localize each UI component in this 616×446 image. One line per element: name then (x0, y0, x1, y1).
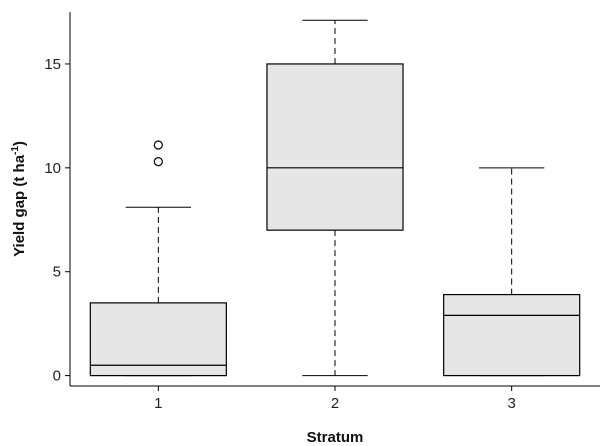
box (266, 63, 404, 231)
box (89, 302, 227, 377)
y-axis-title-superscript: -1 (10, 146, 21, 155)
y-axis-title-main: Yield gap (t ha (11, 154, 28, 257)
y-ticks: 0 5 10 15 (44, 56, 70, 385)
outlier-point (153, 157, 163, 167)
box-group-stratum-2 (266, 19, 404, 377)
x-tick-label: 3 (507, 395, 515, 412)
y-axis-title-close: ) (11, 141, 28, 146)
y-tick-label: 0 (53, 368, 61, 385)
y-tick-label: 15 (44, 56, 61, 73)
x-axis-title: Stratum (307, 429, 364, 446)
x-tick-label: 1 (154, 395, 162, 412)
y-axis-title: Yield gap (t ha-1) (10, 141, 28, 257)
y-tick-label: 5 (53, 264, 61, 281)
boxes (89, 19, 581, 377)
box (443, 293, 581, 377)
box-group-stratum-3 (443, 167, 581, 377)
x-tick-label: 2 (331, 395, 339, 412)
outlier-point (153, 140, 163, 150)
box-group-stratum-1 (89, 140, 227, 377)
y-tick-label: 10 (44, 160, 61, 177)
x-ticks: 1 2 3 (154, 386, 516, 412)
